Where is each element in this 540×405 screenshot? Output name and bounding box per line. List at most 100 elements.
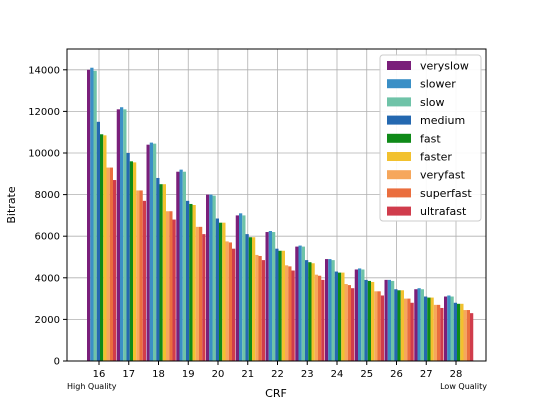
bar-fast-28 [457, 303, 461, 361]
x-tick-label: 20 [212, 369, 225, 380]
bar-faster-21 [252, 237, 256, 361]
bar-medium-22 [275, 248, 279, 361]
bar-fast-17 [129, 161, 133, 361]
bar-faster-16 [103, 135, 107, 361]
x-tick-label: 26 [390, 369, 403, 380]
legend-label-superfast: superfast [420, 187, 472, 200]
bar-superfast-24 [347, 285, 351, 361]
legend-swatch-veryslow [387, 61, 411, 70]
bar-slow-23 [301, 246, 305, 361]
bar-medium-28 [453, 302, 457, 361]
bar-veryfast-24 [344, 284, 348, 361]
bar-fast-25 [367, 280, 371, 361]
bar-veryfast-16 [106, 167, 110, 361]
bar-superfast-27 [437, 304, 441, 361]
bar-slower-18 [149, 142, 153, 361]
legend-label-veryslow: veryslow [420, 60, 469, 73]
legend-box [379, 54, 482, 222]
bar-veryfast-28 [463, 310, 467, 361]
bar-medium-17 [126, 153, 130, 361]
bar-slow-26 [391, 280, 395, 361]
bar-veryfast-19 [195, 226, 199, 361]
bar-slower-28 [447, 295, 451, 361]
bar-faster-19 [192, 205, 196, 361]
bar-slow-20 [212, 195, 216, 361]
bar-veryslow-17 [116, 109, 120, 361]
legend-label-slower: slower [420, 78, 456, 91]
bar-fast-21 [248, 237, 252, 361]
bar-ultrafast-26 [410, 302, 414, 361]
bar-veryfast-26 [404, 298, 408, 361]
y-tick-label: 6000 [35, 232, 60, 243]
bar-ultrafast-21 [261, 260, 265, 361]
x-tick-label: 23 [301, 369, 314, 380]
x-axis-title: CRF [265, 387, 287, 400]
bar-ultrafast-24 [351, 288, 355, 361]
bar-slow-17 [123, 109, 127, 361]
bar-faster-26 [400, 290, 404, 361]
legend-swatch-veryfast [387, 170, 411, 180]
bar-slow-25 [361, 269, 365, 361]
legend-swatch-faster [387, 152, 411, 161]
bar-fast-22 [278, 250, 282, 361]
bar-faster-27 [430, 297, 434, 361]
bar-faster-18 [162, 184, 166, 361]
bar-superfast-17 [139, 190, 143, 361]
legend-swatch-superfast [387, 188, 411, 198]
bar-faster-23 [311, 263, 315, 361]
bar-faster-17 [133, 162, 137, 361]
bar-slow-16 [93, 70, 97, 361]
bar-slower-23 [298, 245, 302, 361]
x-tick-label: 18 [152, 369, 165, 380]
y-tick-label: 8000 [35, 190, 60, 201]
legend-label-ultrafast: ultrafast [420, 205, 467, 218]
bar-ultrafast-27 [440, 307, 444, 361]
bar-veryslow-27 [414, 289, 418, 361]
legend-swatch-slower [387, 79, 411, 89]
bar-ultrafast-19 [202, 234, 206, 361]
y-tick-label: 14000 [28, 65, 60, 76]
bar-slower-25 [358, 268, 362, 361]
x-tick-label: 27 [420, 369, 433, 380]
legend-label-fast: fast [420, 132, 441, 145]
bar-fast-24 [338, 272, 342, 361]
bar-fast-27 [427, 297, 431, 361]
bar-ultrafast-23 [321, 279, 325, 361]
bar-slow-19 [182, 171, 186, 361]
bar-ultrafast-18 [172, 219, 176, 361]
bar-superfast-28 [466, 310, 470, 361]
x-tick-label: 25 [360, 369, 373, 380]
bar-fast-26 [397, 290, 401, 361]
y-tick-label: 12000 [28, 107, 60, 118]
legend-label-faster: faster [420, 151, 452, 164]
legend-label-medium: medium [420, 114, 465, 127]
bar-veryslow-20 [206, 194, 210, 361]
bar-fast-18 [159, 184, 163, 361]
bar-veryfast-21 [255, 254, 259, 361]
y-tick-label: 2000 [35, 315, 60, 326]
bar-medium-27 [424, 296, 428, 361]
bar-ultrafast-25 [380, 295, 384, 361]
bar-slower-17 [120, 107, 124, 362]
high-quality-annotation: High Quality [67, 382, 117, 391]
bar-ultrafast-17 [142, 200, 146, 361]
bar-medium-19 [186, 200, 190, 361]
bar-medium-24 [334, 271, 338, 361]
bar-medium-26 [394, 289, 398, 361]
bar-fast-19 [189, 203, 193, 361]
x-tick-label: 24 [331, 369, 344, 380]
bar-faster-24 [341, 272, 345, 361]
bar-superfast-23 [318, 275, 322, 361]
bar-superfast-16 [109, 167, 113, 361]
plot-frame [66, 48, 487, 362]
x-tick-label: 19 [182, 369, 195, 380]
bar-veryfast-20 [225, 241, 229, 361]
bar-ultrafast-16 [113, 180, 117, 361]
bar-veryfast-23 [314, 274, 318, 361]
bar-slow-27 [420, 289, 424, 361]
legend-swatch-ultrafast [387, 206, 411, 216]
legend-swatch-medium [387, 115, 411, 125]
bar-faster-28 [460, 303, 464, 361]
x-tick-label: 17 [122, 369, 135, 380]
